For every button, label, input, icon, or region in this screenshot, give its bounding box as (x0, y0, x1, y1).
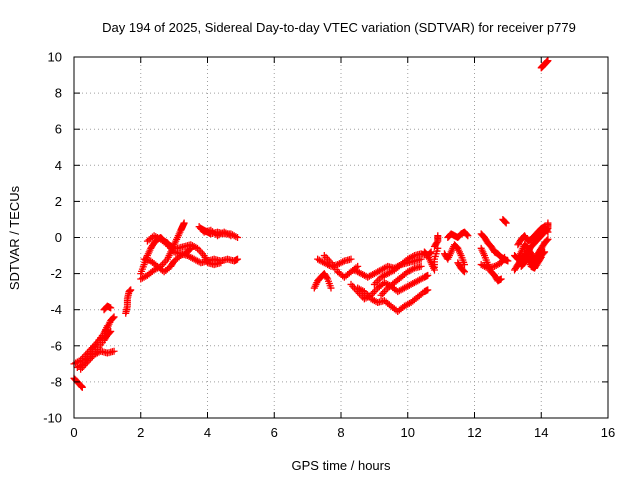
axis-tick-labels: 0 2 4 6 8 10 12 14 16 10 8 6 4 2 0 -2 -4 -6 -8 -10 (43, 50, 615, 441)
y-tick-label: -6 (50, 338, 62, 353)
data-point (409, 265, 417, 273)
data-point (501, 253, 509, 261)
data-point (544, 235, 552, 243)
data-point (460, 267, 468, 275)
y-axis-label: SDTVAR / TECUs (7, 185, 22, 290)
data-point (541, 248, 549, 256)
data-point (544, 57, 552, 65)
data-point (180, 219, 188, 227)
data-point (460, 261, 468, 269)
y-tick-label: 8 (55, 86, 62, 101)
y-tick-label: 2 (55, 194, 62, 209)
data-point (103, 322, 111, 330)
data-point (427, 248, 435, 256)
data-point (110, 313, 118, 321)
data-point (424, 286, 432, 294)
data-point (501, 218, 509, 226)
y-tick-label: 0 (55, 230, 62, 245)
x-tick-label: 2 (137, 425, 144, 440)
data-point (537, 253, 545, 261)
data-point (544, 219, 552, 227)
data-point (464, 232, 472, 240)
y-tick-label: -10 (43, 411, 62, 426)
data-point (417, 255, 425, 263)
data-point (217, 259, 225, 267)
data-point (434, 232, 442, 240)
data-point (162, 239, 170, 247)
x-tick-label: 4 (204, 425, 211, 440)
data-point (107, 304, 115, 312)
y-tick-label: 10 (48, 50, 62, 65)
data-point (106, 328, 114, 336)
data-point (110, 347, 118, 355)
y-tick-label: -4 (50, 302, 62, 317)
chart-title: Day 194 of 2025, Sidereal Day-to-day VTE… (102, 20, 576, 35)
data-point (107, 327, 115, 335)
data-point (417, 262, 425, 270)
y-tick-label: -2 (50, 266, 62, 281)
y-tick-label: -8 (50, 374, 62, 389)
data-point (186, 245, 194, 253)
data-points (70, 57, 552, 391)
data-point (347, 255, 355, 263)
x-tick-label: 8 (337, 425, 344, 440)
data-point (543, 236, 551, 244)
data-point (460, 268, 468, 276)
data-point (323, 274, 331, 282)
y-tick-label: 4 (55, 158, 62, 173)
data-point (500, 255, 508, 263)
x-tick-label: 14 (534, 425, 548, 440)
data-point (78, 383, 86, 391)
data-point (536, 255, 544, 263)
x-tick-label: 6 (271, 425, 278, 440)
data-point (234, 234, 242, 241)
data-point (109, 314, 117, 322)
data-point (463, 231, 471, 239)
x-tick-label: 16 (601, 425, 615, 440)
data-point (502, 219, 510, 227)
data-point (227, 232, 235, 240)
y-tick-label: 6 (55, 122, 62, 137)
data-point (540, 249, 548, 257)
axis-ticks (73, 56, 609, 419)
data-point (234, 255, 242, 263)
data-point (327, 284, 335, 292)
data-point (424, 271, 432, 279)
x-axis-label: GPS time / hours (292, 458, 391, 473)
data-point (497, 275, 505, 283)
x-tick-label: 0 (70, 425, 77, 440)
data-point (127, 286, 135, 294)
data-point (339, 258, 347, 266)
data-point (544, 228, 552, 236)
x-tick-label: 10 (401, 425, 415, 440)
data-point (504, 257, 512, 265)
data-point (232, 233, 240, 241)
data-point (225, 231, 233, 239)
x-tick-label: 12 (467, 425, 481, 440)
data-point (543, 227, 551, 235)
